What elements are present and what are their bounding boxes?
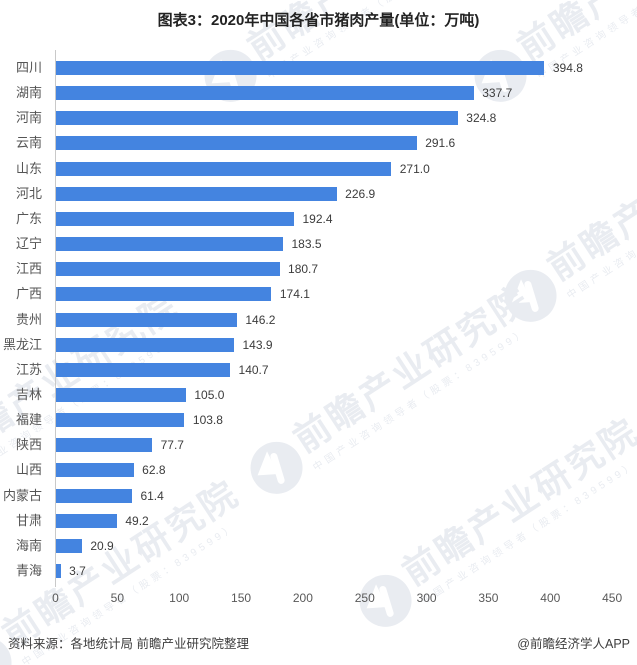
bar [56,161,392,176]
bar [56,538,82,553]
category-label: 青海 [15,563,42,578]
bar [56,211,294,226]
category-label: 江西 [15,261,42,277]
y-axis-line [55,50,56,587]
bar [56,413,185,428]
x-axis-tick-label: 50 [110,591,125,605]
bar [56,312,237,327]
x-axis-tick-label: 200 [292,591,313,605]
category-label: 广西 [15,286,42,302]
bar [56,111,458,126]
category-label: 湖南 [15,85,42,101]
value-label: 143.9 [242,337,273,352]
value-label: 140.7 [238,362,269,377]
bar [56,564,61,578]
value-label: 20.9 [90,538,114,553]
value-label: 146.2 [245,312,276,327]
value-label: 180.7 [288,262,319,277]
bar [56,387,186,402]
category-label: 福建 [15,412,42,428]
bar [56,86,474,101]
bar [56,463,134,478]
x-axis-tick-label: 150 [231,591,252,605]
x-axis-tick-label: 400 [540,591,561,605]
value-label: 192.4 [302,211,333,226]
source-note: 资料来源：各地统计局 前瞻产业研究院整理 [8,637,249,651]
value-label: 291.6 [425,136,456,151]
category-label: 贵州 [15,311,42,327]
credit-note: @前瞻经济学人APP [517,637,630,651]
x-axis-tick-label: 250 [354,591,375,605]
value-label: 62.8 [142,463,166,478]
bar [56,61,545,75]
value-label: 394.8 [552,61,583,75]
value-label: 183.5 [291,237,322,252]
x-axis-tick-label: 350 [478,591,499,605]
category-label: 陕西 [15,437,42,453]
category-label: 吉林 [15,386,42,402]
bar [56,136,417,151]
value-label: 77.7 [160,438,184,453]
category-label: 山东 [15,160,42,176]
bar [56,362,231,377]
value-label: 61.4 [140,488,164,503]
value-label: 337.7 [482,86,513,101]
bar [56,186,337,201]
category-label: 河南 [15,110,42,126]
category-label: 甘肃 [15,512,42,528]
bar [56,513,117,528]
category-label: 内蒙古 [2,487,42,503]
category-label: 海南 [15,537,42,553]
x-axis-tick-label: 450 [602,591,623,605]
bar [56,488,132,503]
x-axis-tick-label: 100 [169,591,190,605]
category-label: 河北 [15,185,42,201]
category-label: 山西 [15,462,42,478]
category-label: 黑龙江 [2,336,42,352]
value-label: 105.0 [194,387,225,402]
category-label: 江苏 [15,361,42,377]
value-label: 324.8 [466,111,497,126]
bar [56,262,280,277]
bar [56,287,272,302]
value-label: 103.8 [192,413,223,428]
category-label: 广东 [15,210,42,226]
x-axis-tick-label: 0 [52,591,59,605]
bar [56,237,283,252]
bar [56,337,234,352]
bar [56,438,153,453]
chart-title: 图表3：2020年中国各省市猪肉产量(单位：万吨) [157,12,480,29]
category-label: 云南 [15,135,42,151]
value-label: 3.7 [69,564,86,578]
value-label: 271.0 [399,161,430,176]
value-label: 226.9 [345,186,376,201]
footer: 资料来源：各地统计局 前瞻产业研究院整理 @前瞻经济学人APP [8,633,630,652]
value-label: 174.1 [279,287,310,302]
category-label: 四川 [15,60,42,75]
value-label: 49.2 [125,513,149,528]
category-label: 辽宁 [15,236,42,252]
x-axis-tick-label: 300 [416,591,437,605]
